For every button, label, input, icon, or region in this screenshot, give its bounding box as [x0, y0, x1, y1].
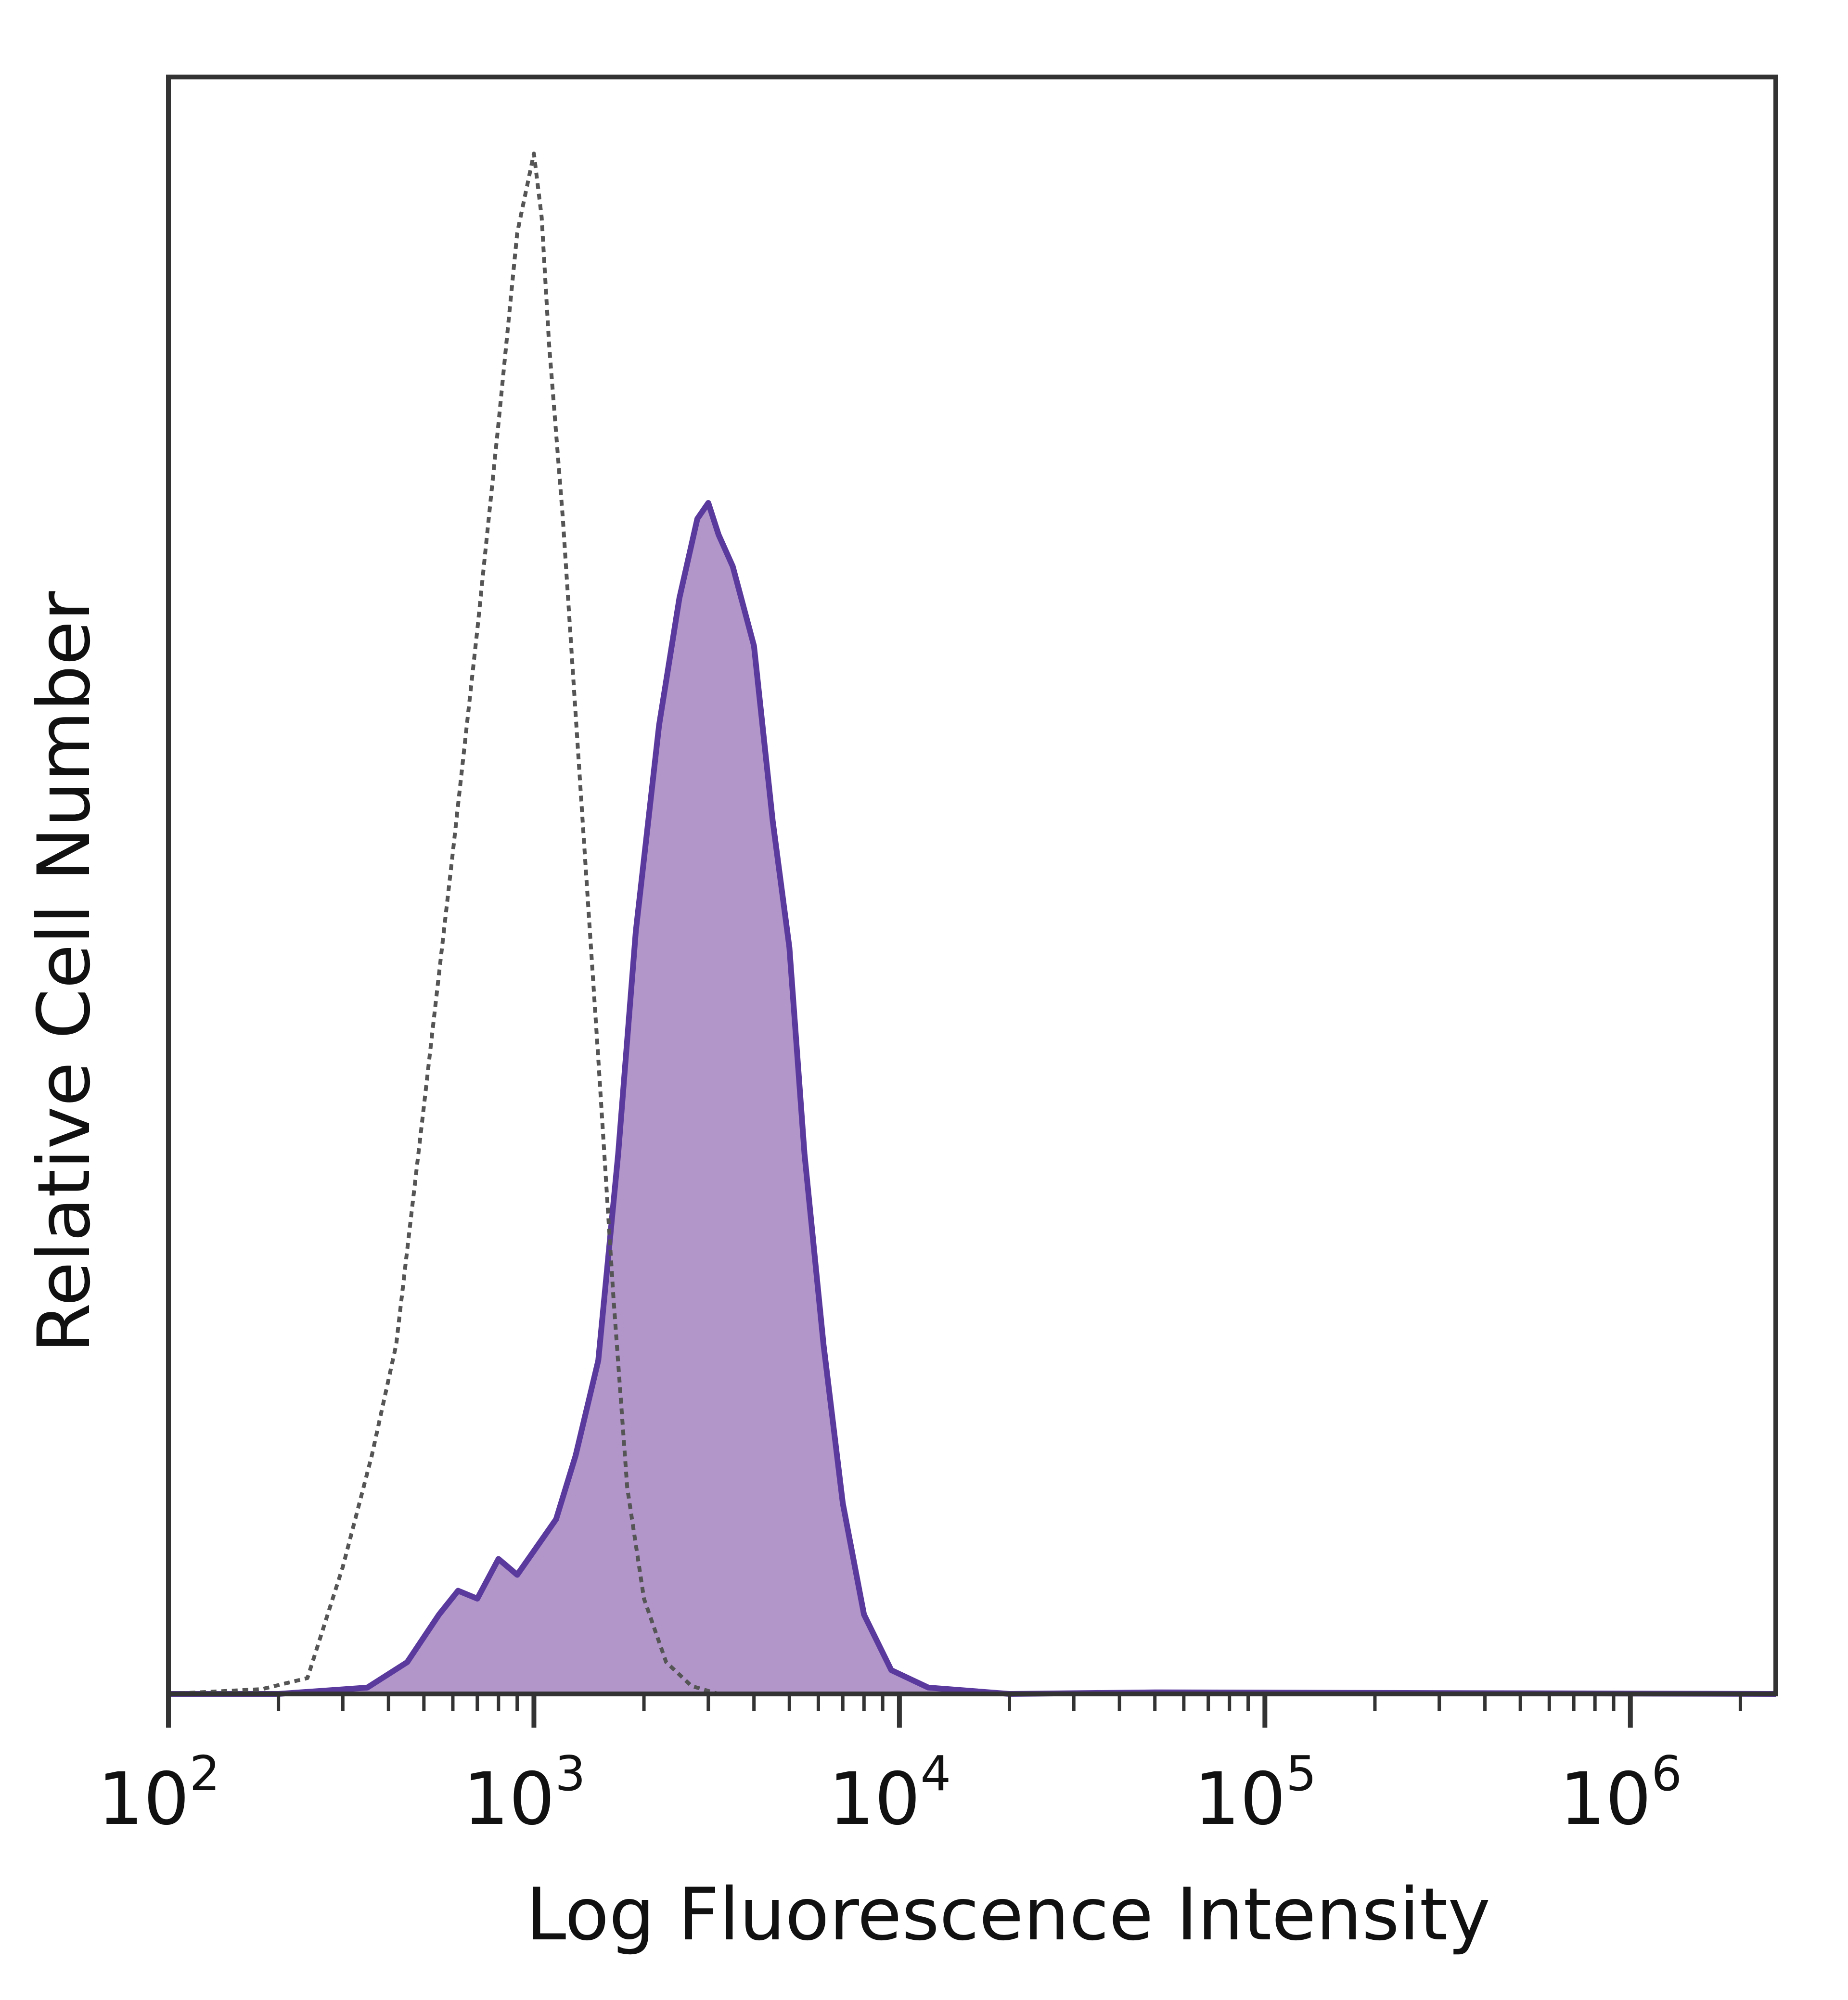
y-axis-title: Relative Cell Number [23, 591, 106, 1353]
x-tick-label: 105 [1194, 1745, 1317, 1841]
x-axis-ticks: 102 103 104 105 106 [98, 1694, 1742, 1841]
x-tick-label: 106 [1560, 1745, 1682, 1841]
x-axis-title: Log Fluorescence Intensity [526, 1873, 1490, 1957]
histogram-line-stained [168, 500, 1776, 1697]
x-tick-label: 103 [463, 1745, 586, 1841]
plot-frame [166, 75, 1778, 1696]
histogram-line-control [168, 152, 719, 1696]
plot-layer [168, 152, 1776, 1697]
x-tick-label: 102 [98, 1745, 220, 1841]
histogram-fill-area [168, 503, 1776, 1694]
x-tick-label: 104 [829, 1745, 951, 1841]
